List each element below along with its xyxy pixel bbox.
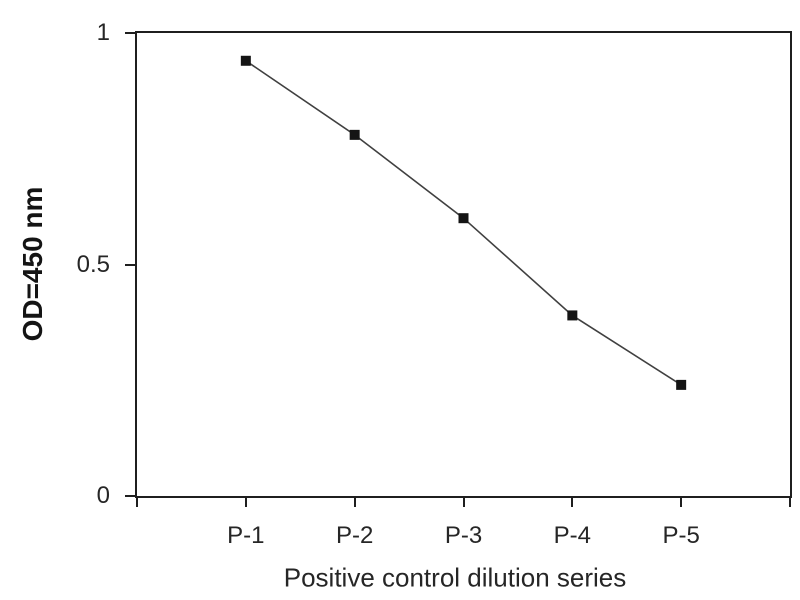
y-axis-tick — [125, 495, 137, 497]
y-axis-tick — [125, 263, 137, 266]
x-category-label: P-1 — [227, 522, 265, 549]
chart-canvas — [240, 55, 687, 390]
x-axis-tick — [789, 498, 791, 507]
x-axis-tick — [136, 498, 138, 507]
data-point-marker — [349, 129, 360, 140]
data-point-marker — [458, 213, 469, 224]
y-axis-title: OD=450 nm — [17, 186, 48, 342]
y-tick-label: 0.5 — [76, 250, 110, 278]
y-axis-tick — [125, 32, 137, 34]
x-axis-tick — [680, 498, 683, 507]
x-category-label: P-5 — [662, 522, 700, 549]
x-axis-tick — [462, 498, 465, 507]
data-point-marker — [240, 55, 251, 66]
x-axis-tick — [244, 498, 247, 507]
data-point-marker — [567, 310, 578, 321]
x-category-label: P-4 — [553, 522, 592, 549]
y-tick-label: 0 — [96, 482, 110, 509]
x-category-label: P-2 — [335, 522, 374, 549]
x-axis-tick — [353, 498, 356, 507]
data-point-marker — [676, 379, 687, 390]
x-axis-title: Positive control dilution series — [283, 562, 627, 593]
y-tick-label: 1 — [96, 19, 110, 46]
x-category-label: P-3 — [444, 522, 483, 549]
x-axis-tick — [571, 498, 574, 507]
